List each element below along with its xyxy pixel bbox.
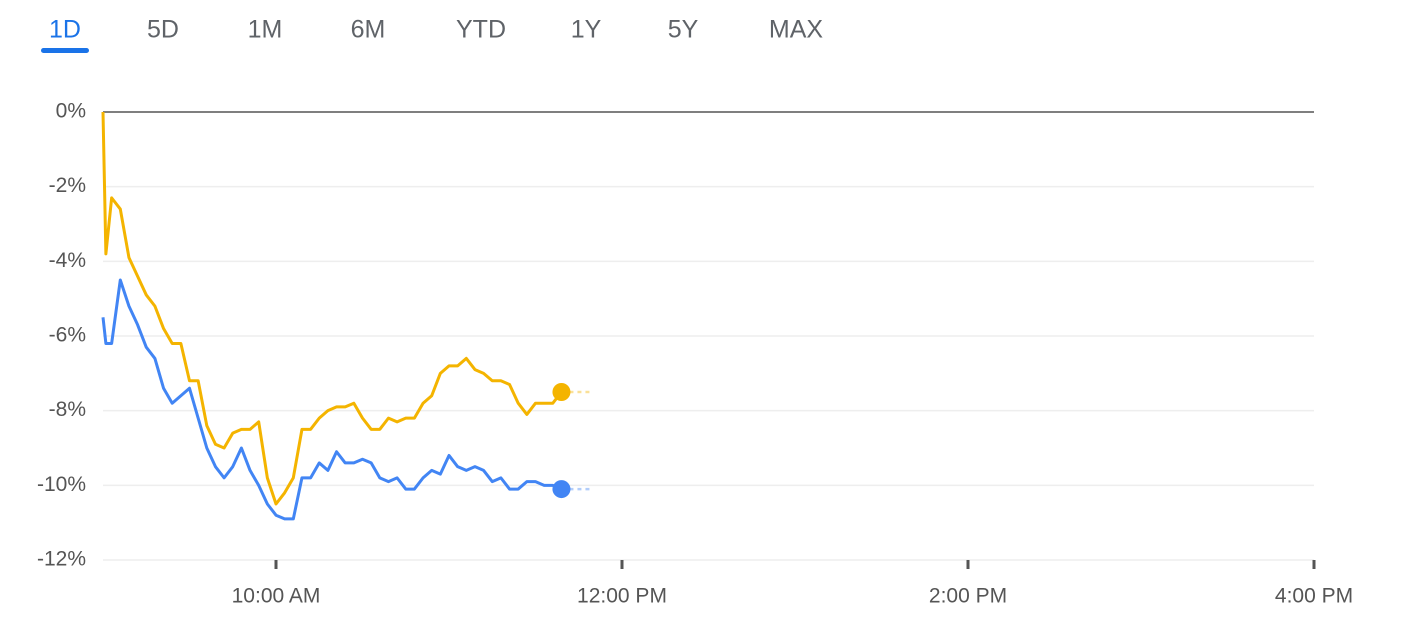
x-tick-label: 2:00 PM — [929, 585, 1007, 608]
x-tick-label: 10:00 AM — [232, 585, 321, 608]
y-tick-label: -8% — [49, 398, 86, 421]
range-tab[interactable]: 6M — [351, 16, 386, 44]
current-point — [552, 480, 571, 499]
range-tab[interactable]: 5D — [147, 16, 179, 44]
range-tab[interactable]: 5Y — [668, 16, 699, 44]
price-line — [101, 278, 563, 521]
y-tick-label: 0% — [56, 100, 86, 123]
y-tick-label: -2% — [49, 174, 86, 197]
y-tick-label: -10% — [37, 473, 86, 496]
x-tick-label: 12:00 PM — [577, 585, 667, 608]
y-tick-label: -12% — [37, 548, 86, 571]
range-tab[interactable]: MAX — [769, 16, 824, 44]
price-line — [101, 111, 563, 506]
range-tab[interactable]: YTD — [456, 16, 506, 44]
range-tab[interactable]: 1D — [49, 16, 81, 44]
tab-underline — [41, 48, 89, 53]
range-tab[interactable]: 1M — [248, 16, 283, 44]
y-tick-label: -6% — [49, 324, 86, 347]
range-tab[interactable]: 1Y — [571, 16, 602, 44]
x-tick-label: 4:00 PM — [1275, 585, 1353, 608]
y-tick-label: -4% — [49, 249, 86, 272]
current-point — [552, 383, 571, 401]
